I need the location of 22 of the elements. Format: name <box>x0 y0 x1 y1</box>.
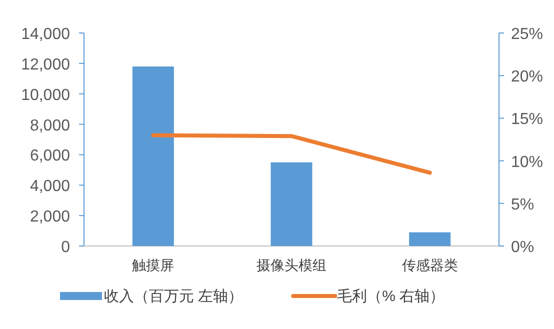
bar <box>270 162 312 246</box>
y2-tick-label: 0% <box>511 239 534 256</box>
y2-tick-label: 10% <box>511 154 544 171</box>
x-tick-label: 触摸屏 <box>132 257 174 273</box>
y-tick-label: 8,000 <box>30 117 70 134</box>
x-tick-label: 摄像头模组 <box>256 257 326 273</box>
y-tick-label: 6,000 <box>30 148 70 165</box>
y-tick-label: 2,000 <box>30 208 70 226</box>
y2-tick-label: 20% <box>511 68 544 86</box>
legend-label: 收入（百万元 左轴） <box>104 288 244 305</box>
y-tick-label: 0 <box>61 239 70 256</box>
bar <box>409 232 451 246</box>
legend-label: 毛利（% 右轴） <box>337 288 445 305</box>
y-tick-label: 12,000 <box>21 56 70 74</box>
y2-tick-label: 5% <box>511 196 534 214</box>
y-tick-label: 14,000 <box>21 26 70 43</box>
y2-tick-label: 15% <box>511 111 544 128</box>
bar <box>132 66 174 246</box>
y-tick-label: 10,000 <box>21 86 70 104</box>
y-tick-label: 4,000 <box>30 178 70 196</box>
x-tick-label: 传感器类 <box>402 257 458 273</box>
y2-tick-label: 25% <box>511 26 544 43</box>
